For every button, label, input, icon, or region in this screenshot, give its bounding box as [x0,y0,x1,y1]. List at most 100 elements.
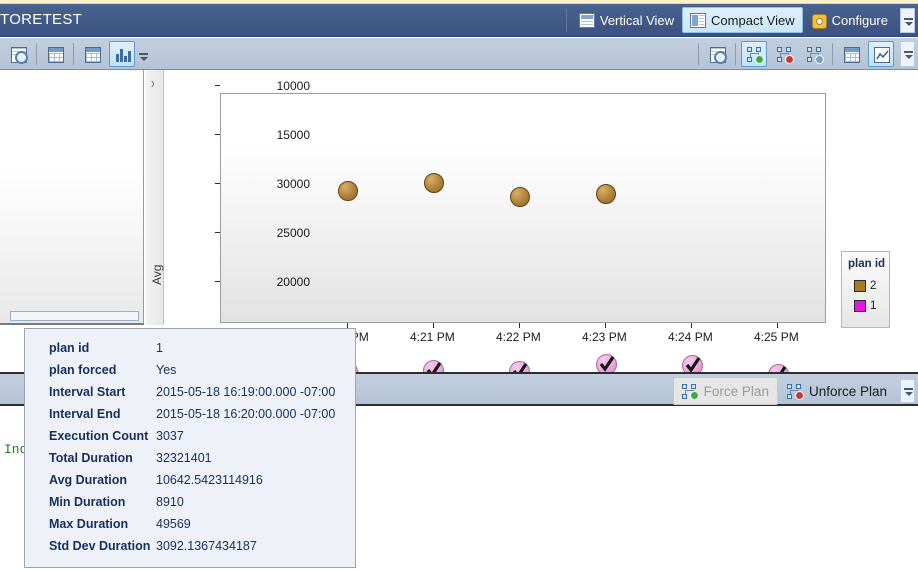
toolbar-left-overflow-chevron-down-icon[interactable] [137,41,151,67]
tooltip-key: Min Duration [49,495,126,509]
bar-chart-view-icon [115,47,131,63]
configure-label: Configure [831,12,888,28]
x-tick-mark [691,323,692,328]
plot-frame [220,93,826,323]
titlebar-overflow-chevron-down-icon[interactable] [900,8,915,33]
left-pane-scroll-track[interactable] [10,311,139,321]
y-tick-label: 10000 [276,79,310,93]
configure-button[interactable]: Configure [803,7,896,33]
compact-view-icon [690,12,707,28]
legend-item-plan-1[interactable]: 1 [854,300,876,312]
tooltip-row: plan id 1 [25,341,355,363]
tooltip-key: Interval End [49,407,121,421]
chart-content-area: › Avg 30000 25000 20000 15000 10000 [0,70,918,385]
tooltip-value: 32321401 [156,451,212,465]
y-tick-mark [215,85,220,86]
tooltip-value: Yes [156,363,177,377]
query-window-button[interactable] [5,41,31,67]
x-tick-label: 4:22 PM [496,330,541,344]
divider [565,9,567,32]
x-tick-mark [777,323,778,328]
force-plan-button-group: Force Plan Unforce Plan [672,377,896,405]
x-tick-label: 4:25 PM [754,330,799,344]
toolbar-left-group [3,40,151,68]
data-point-plan-2[interactable] [596,184,616,204]
data-point-plan-1[interactable] [596,354,617,375]
chart-view-icon [874,47,890,63]
unforce-plan-toolbar-button[interactable] [771,41,797,67]
vertical-view-label: Vertical View [599,12,675,28]
bar-chart-view-button[interactable] [109,41,135,67]
tooltip-row: Max Duration 49569 [25,517,355,539]
tooltip-key: Avg Duration [49,473,128,487]
red-stop-badge [794,391,804,400]
pane-splitter[interactable]: › [146,70,164,325]
y-tick-mark [215,232,220,233]
x-tick-label: 4:23 PM [582,330,627,344]
tooltip-key: Max Duration [49,517,129,531]
tooltip-row: Avg Duration 10642.5423114916 [25,473,355,495]
compare-plan-button[interactable] [801,41,827,67]
check-icon [685,357,701,373]
y-tick-label: 30000 [276,177,310,191]
data-point-plan-1[interactable] [682,355,703,376]
table-view-icon [85,47,101,63]
toolbar-overflow-chevron-down-icon[interactable] [900,41,915,67]
compact-view-button[interactable]: Compact View [682,7,803,33]
magnifier-badge [815,55,824,64]
plot-area: 30000 25000 20000 15000 10000 [164,70,918,385]
unforce-plan-icon [786,383,804,400]
data-point-plan-2[interactable] [424,173,444,193]
tooltip-row: Execution Count 3037 [25,429,355,451]
grid-view-button[interactable] [838,41,864,67]
legend-title: plan id [848,258,886,270]
refresh-icon [710,47,727,64]
tooltip-value: 8910 [156,495,184,509]
legend-swatch [854,280,866,292]
data-point-tooltip: plan id 1 plan forced Yes Interval Start… [24,328,356,568]
tooltip-row: Std Dev Duration 3092.1367434187 [25,539,355,561]
table-view-button[interactable] [79,41,105,67]
refresh-button[interactable] [704,41,730,67]
tooltip-value: 3037 [156,429,184,443]
title-bar: TORETEST Vertical View Compact View Conf… [0,4,918,37]
force-bar-overflow-chevron-down-icon[interactable] [900,379,915,403]
title-bar-button-group: Vertical View Compact View Configure [564,7,896,34]
tooltip-key: Std Dev Duration [49,539,151,553]
chevron-right-icon: › [151,75,155,93]
y-tick-label: 20000 [276,275,310,289]
data-point-plan-2[interactable] [510,187,530,207]
query-window-icon [11,47,28,64]
grid-results-icon [48,47,64,63]
grid-results-button[interactable] [42,41,68,67]
legend-item-plan-2[interactable]: 2 [854,280,876,292]
divider [73,43,74,65]
force-plan-icon [681,383,699,400]
x-tick-mark [519,323,520,328]
unforce-plan-button[interactable]: Unforce Plan [778,377,896,405]
tooltip-key: plan id [49,341,90,355]
window-title: TORETEST [0,11,83,28]
chart-view-button[interactable] [868,41,894,67]
tooltip-value: 3092.1367434187 [156,539,257,553]
tooltip-row: Total Duration 32321401 [25,451,355,473]
legend-swatch [854,300,866,312]
green-check-badge [755,55,764,64]
data-point-plan-2[interactable] [338,181,358,201]
force-plan-toolbar-button[interactable] [741,41,767,67]
editor-code-text: Ind [4,442,28,457]
unforce-plan-icon [777,47,794,64]
secondary-toolbar: Plan Summary For Query 1 [0,38,918,99]
legend-label: 2 [870,280,877,292]
y-tick-label: 15000 [276,128,310,142]
divider [832,43,833,65]
x-tick-mark [433,323,434,328]
compare-plan-icon [807,47,824,64]
x-tick-mark [605,323,606,328]
y-tick-mark [215,183,220,184]
vertical-view-button[interactable]: Vertical View [571,7,682,33]
tooltip-row: Min Duration 8910 [25,495,355,517]
force-plan-button[interactable]: Force Plan [672,377,778,405]
tooltip-value: 2015-05-18 16:19:00.000 -07:00 [156,385,336,399]
